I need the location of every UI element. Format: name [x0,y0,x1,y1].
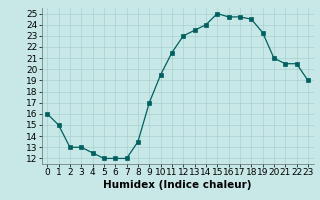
X-axis label: Humidex (Indice chaleur): Humidex (Indice chaleur) [103,180,252,190]
